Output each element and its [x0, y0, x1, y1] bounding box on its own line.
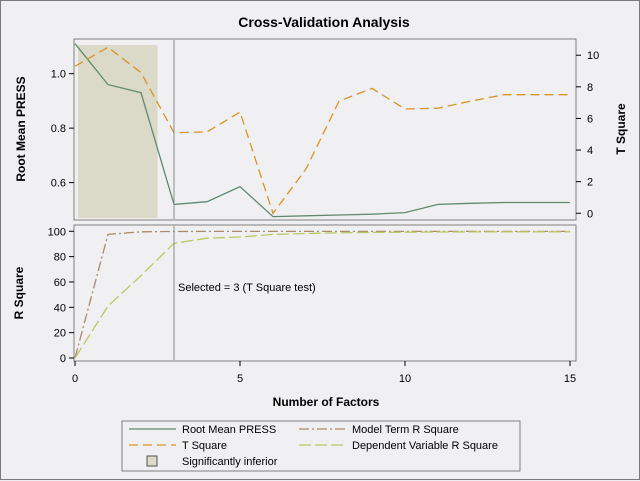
series-line-t-square: [74, 46, 570, 215]
top-left-axis: 0.6 0.8 1.0: [51, 69, 74, 190]
top-right-tick-label: 2: [587, 177, 593, 189]
top-right-tick-label: 10: [587, 50, 599, 62]
bottom-y-axis: 0 20 40 60 80 100: [48, 226, 74, 365]
legend-label: T Square: [182, 440, 227, 452]
top-right-axis-label: T Square: [614, 103, 628, 155]
top-left-tick-label: 1.0: [51, 69, 66, 81]
bottom-y-tick-label: 80: [54, 252, 66, 264]
x-axis-label: Number of Factors: [273, 395, 380, 409]
bottom-y-tick-label: 0: [60, 353, 66, 365]
top-left-axis-label: Root Mean PRESS: [14, 76, 28, 181]
bottom-series-group: [74, 230, 570, 359]
top-left-tick-label: 0.6: [51, 178, 66, 190]
top-right-axis: 0 2 4 6 8 10: [576, 50, 599, 220]
series-line-root-mean-press: [74, 43, 570, 218]
legend-label: Root Mean PRESS: [182, 424, 276, 436]
x-tick-label: 15: [564, 373, 576, 385]
bottom-y-tick-label: 100: [48, 226, 66, 238]
x-axis: 0 5 10 15: [72, 361, 576, 385]
top-right-tick-label: 0: [587, 208, 593, 220]
series-line-dependent-variable-r-square: [74, 231, 570, 359]
x-tick-label: 10: [399, 373, 411, 385]
bottom-panel-frame: [73, 224, 577, 362]
top-right-tick-label: 8: [587, 82, 593, 94]
top-series-group: [74, 43, 570, 218]
top-left-tick-label: 0.8: [51, 123, 66, 135]
legend-label: Model Term R Square: [352, 424, 459, 436]
bottom-axis-label: R Square: [12, 266, 26, 319]
legend-swatch-box: [146, 455, 158, 467]
x-tick-label: 0: [72, 373, 78, 385]
x-tick-label: 5: [237, 373, 243, 385]
bottom-y-tick-label: 60: [54, 277, 66, 289]
top-right-tick-label: 4: [587, 145, 593, 157]
bottom-y-tick-label: 40: [54, 302, 66, 314]
selected-annotation: Selected = 3 (T Square test): [178, 282, 316, 294]
legend-label: Dependent Variable R Square: [352, 440, 498, 452]
top-right-tick-label: 6: [587, 113, 593, 125]
legend: Root Mean PRESS Model Term R Square T Squa…: [129, 424, 498, 468]
legend-label: Significantly inferior: [182, 456, 278, 468]
shaded-region: [78, 45, 158, 218]
shaded-region-group: [78, 45, 158, 218]
bottom-y-tick-label: 20: [54, 328, 66, 340]
chart-title: Cross-Validation Analysis: [238, 14, 410, 30]
